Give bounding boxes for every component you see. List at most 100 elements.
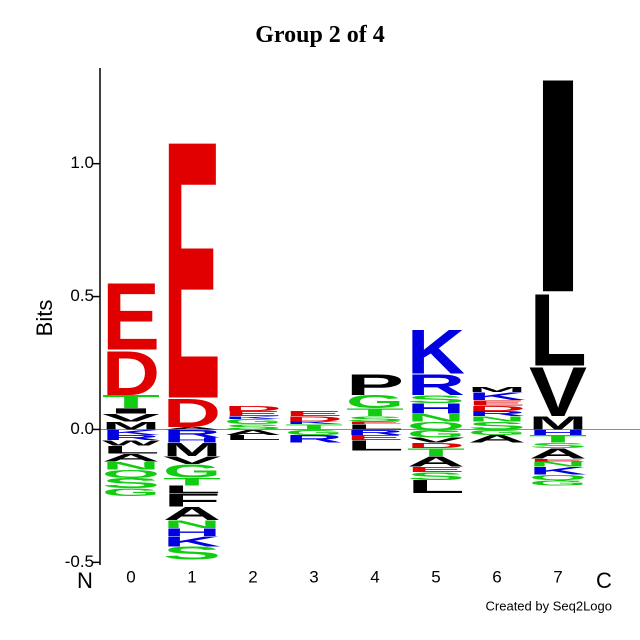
letter-glyph: A xyxy=(407,453,465,470)
letter-glyph: D xyxy=(285,415,343,423)
letter-glyph: S xyxy=(529,441,587,449)
logo-letter: H xyxy=(529,428,587,436)
letter-glyph: M xyxy=(163,440,221,461)
x-tick-label: 1 xyxy=(187,567,196,586)
letter-glyph: G xyxy=(407,428,465,440)
logo-letter: K xyxy=(468,390,526,402)
letter-glyph: I xyxy=(529,16,587,357)
logo-letter: H xyxy=(407,400,465,417)
logo-letter: G xyxy=(224,418,282,426)
letter-glyph: G xyxy=(224,418,282,426)
logo-letter: K xyxy=(163,533,221,550)
letter-glyph: H xyxy=(407,400,465,417)
logo-letter: N xyxy=(468,415,526,423)
logo-letter: S xyxy=(529,441,587,449)
letter-glyph: R xyxy=(285,433,343,445)
letter-glyph: K xyxy=(529,465,587,477)
letter-glyph: L xyxy=(346,437,404,454)
logo-letter: L xyxy=(407,477,465,498)
letter-glyph: A xyxy=(102,452,160,464)
letter-glyph: E xyxy=(407,465,465,473)
c-terminus-label: C xyxy=(596,568,612,593)
letter-glyph: Q xyxy=(407,420,465,432)
n-terminus-label: N xyxy=(77,568,93,593)
letter-glyph: D xyxy=(224,404,282,412)
logo-letter: E xyxy=(468,399,526,407)
logo-letter: V xyxy=(529,354,587,432)
letter-glyph: E xyxy=(285,410,343,418)
logo-letter: T xyxy=(407,446,465,458)
letter-glyph: S xyxy=(224,423,282,431)
logo-letter: N xyxy=(102,460,160,472)
logo-letter: T xyxy=(102,392,160,413)
logo-letter: E xyxy=(102,263,160,371)
letter-glyph: K xyxy=(468,390,526,402)
letter-glyph: D xyxy=(163,391,221,436)
letter-glyph: A xyxy=(224,428,282,436)
logo-letter: A xyxy=(163,503,221,524)
logo-letter: F xyxy=(163,490,221,511)
x-tick-label: 4 xyxy=(370,567,379,586)
letter-glyph: E xyxy=(346,434,404,442)
logo-letter: A xyxy=(407,453,465,470)
x-tick-label: 2 xyxy=(248,567,257,586)
logo-letter: A xyxy=(102,452,160,464)
letter-glyph: L xyxy=(102,444,160,456)
logo-letter: V xyxy=(407,436,465,444)
logo-letter: G xyxy=(468,428,526,436)
logo-letter: A xyxy=(468,433,526,445)
logo-letter: Q xyxy=(407,420,465,432)
logo-letter: T xyxy=(529,433,587,445)
letter-glyph: K xyxy=(285,421,343,425)
letter-glyph: R xyxy=(346,428,404,436)
logo-letter: V xyxy=(163,454,221,466)
logo-letter: K xyxy=(529,465,587,477)
logo-letter: A xyxy=(224,428,282,436)
logo-letter: S xyxy=(468,420,526,432)
logo-letter: E xyxy=(163,64,221,476)
letter-glyph: A xyxy=(163,503,221,524)
letter-glyph: P xyxy=(346,368,404,401)
letter-glyph: A xyxy=(163,426,221,430)
logo-letter: T xyxy=(285,423,343,431)
letter-glyph: A xyxy=(468,433,526,445)
letter-glyph: T xyxy=(529,433,587,445)
logo-letter: D xyxy=(285,415,343,423)
credit: Created by Seq2Logo xyxy=(486,598,612,613)
logo-letter: G xyxy=(163,461,221,482)
logo-letter: S xyxy=(407,470,465,482)
logo-letter: R xyxy=(407,368,465,401)
logo-letter: L xyxy=(346,423,404,431)
logo-letter: G xyxy=(407,428,465,440)
logo-letter: E xyxy=(346,421,404,425)
logo-letter: A xyxy=(529,445,587,462)
letter-glyph: K xyxy=(224,415,282,419)
logo-letter: D xyxy=(468,404,526,412)
letter-glyph: G xyxy=(285,428,343,436)
letter-glyph: T xyxy=(407,446,465,458)
letter-glyph: V xyxy=(407,436,465,444)
letter-glyph: D xyxy=(468,404,526,412)
letter-glyph: E xyxy=(163,64,221,476)
letter-glyph: L xyxy=(529,272,587,388)
logo-letter: L xyxy=(529,272,587,388)
y-tick-label: 0.0 xyxy=(70,419,94,438)
y-axis-label: Bits xyxy=(32,300,57,337)
letter-glyph: N xyxy=(407,412,465,424)
logo-letter: Q xyxy=(102,467,160,479)
letter-glyph: R xyxy=(102,434,160,442)
y-tick-label: 0.5 xyxy=(70,286,94,305)
logo-letter: G xyxy=(285,428,343,436)
logo-letter: S xyxy=(163,543,221,564)
x-tick-label: 5 xyxy=(431,567,440,586)
logo-letter: M xyxy=(163,440,221,461)
logo-letter: E xyxy=(407,465,465,473)
logo-letter: R xyxy=(468,410,526,418)
logo-letter: N xyxy=(407,412,465,424)
logo-letter: S xyxy=(407,393,465,405)
logo-letter: Q xyxy=(529,473,587,481)
letter-glyph: M xyxy=(102,420,160,432)
logo-letter: L xyxy=(102,444,160,456)
letter-glyph: D xyxy=(102,338,160,409)
